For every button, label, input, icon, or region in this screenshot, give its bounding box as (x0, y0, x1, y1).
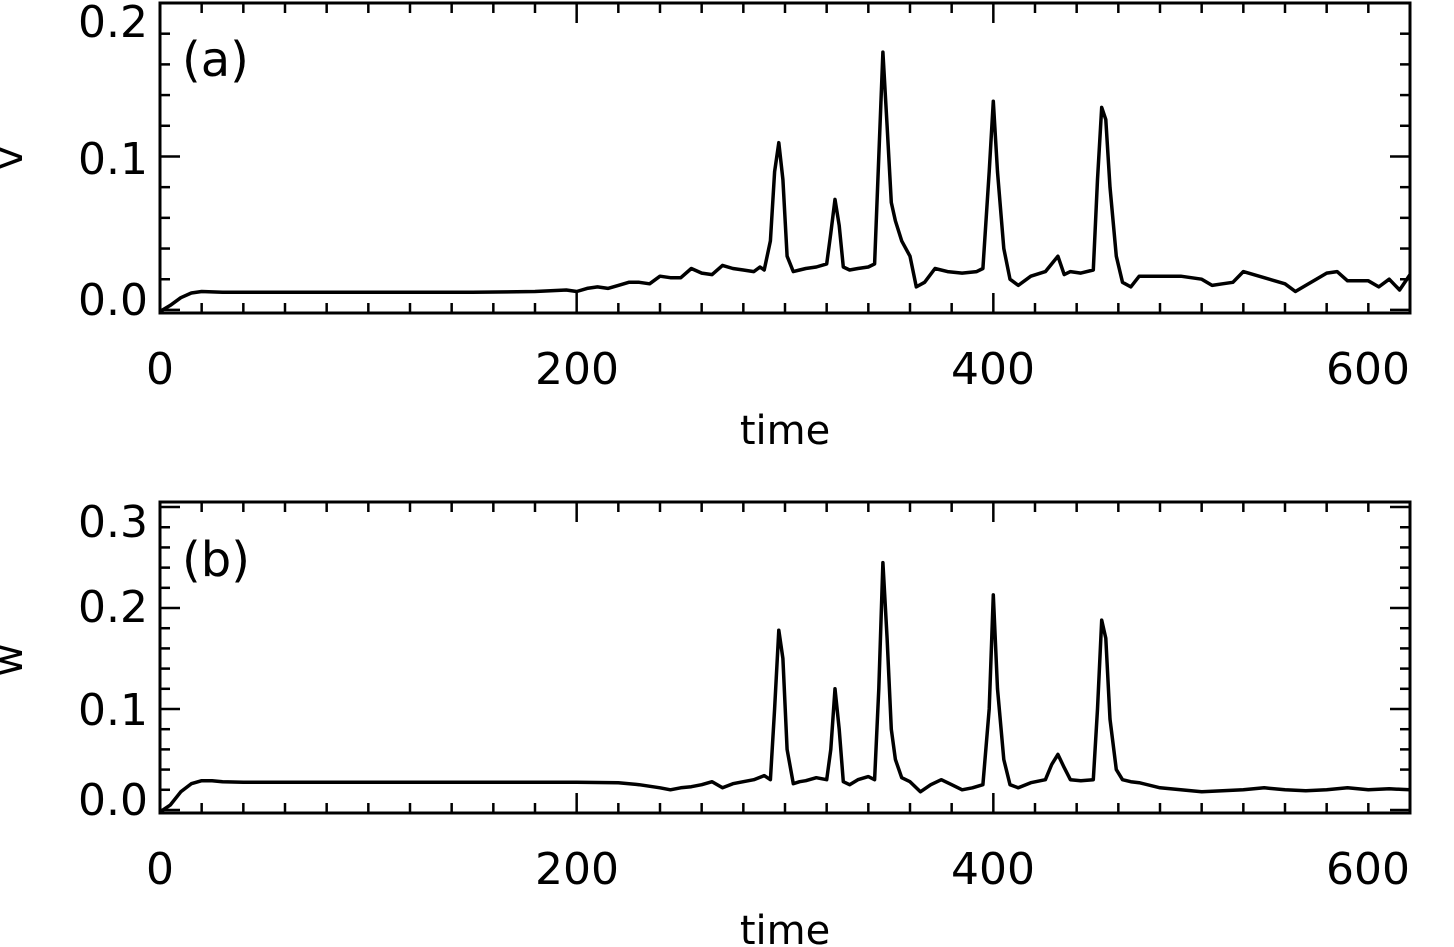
x-tick-label-a-0: 0 (146, 344, 174, 395)
plot-frame-b (158, 500, 1412, 815)
y-axis-label-a: v (0, 146, 32, 170)
x-axis-label-a: time (740, 408, 830, 454)
x-tick-label-b-3: 600 (1326, 844, 1410, 895)
plot-frame-a (158, 1, 1412, 315)
x-tick-label-b-0: 0 (146, 844, 174, 895)
x-tick-label-a-3: 600 (1326, 344, 1410, 395)
y-tick-label-b-1: 0.1 (78, 685, 148, 736)
y-tick-label-a-1: 0.1 (78, 134, 148, 185)
series-line-v (159, 50, 1412, 314)
y-tick-label-a-2: 0.2 (78, 0, 148, 48)
y-tick-label-b-2: 0.2 (78, 582, 148, 633)
panel-a: (a) time v 0 200 400 600 0.0 0.1 0.2 (0, 0, 1412, 454)
x-tick-label-a-1: 200 (535, 344, 619, 395)
y-tick-label-b-0: 0.0 (78, 775, 148, 826)
panel-label-a: (a) (182, 32, 249, 88)
ticks-a (158, 1, 1412, 313)
y-axis-label-b: w (0, 644, 32, 677)
x-tick-label-a-2: 400 (951, 344, 1035, 395)
panel-label-b: (b) (182, 532, 250, 588)
y-tick-label-b-3: 0.3 (78, 497, 148, 548)
ticks-b (158, 502, 1412, 813)
panel-b: (b) time w 0 200 400 600 0.0 0.1 0.2 0.3 (0, 497, 1412, 947)
x-axis-label-b: time (740, 908, 830, 947)
y-tick-label-a-0: 0.0 (78, 275, 148, 326)
x-tick-label-b-2: 400 (951, 844, 1035, 895)
series-line-w (159, 560, 1411, 814)
x-tick-label-b-1: 200 (535, 844, 619, 895)
